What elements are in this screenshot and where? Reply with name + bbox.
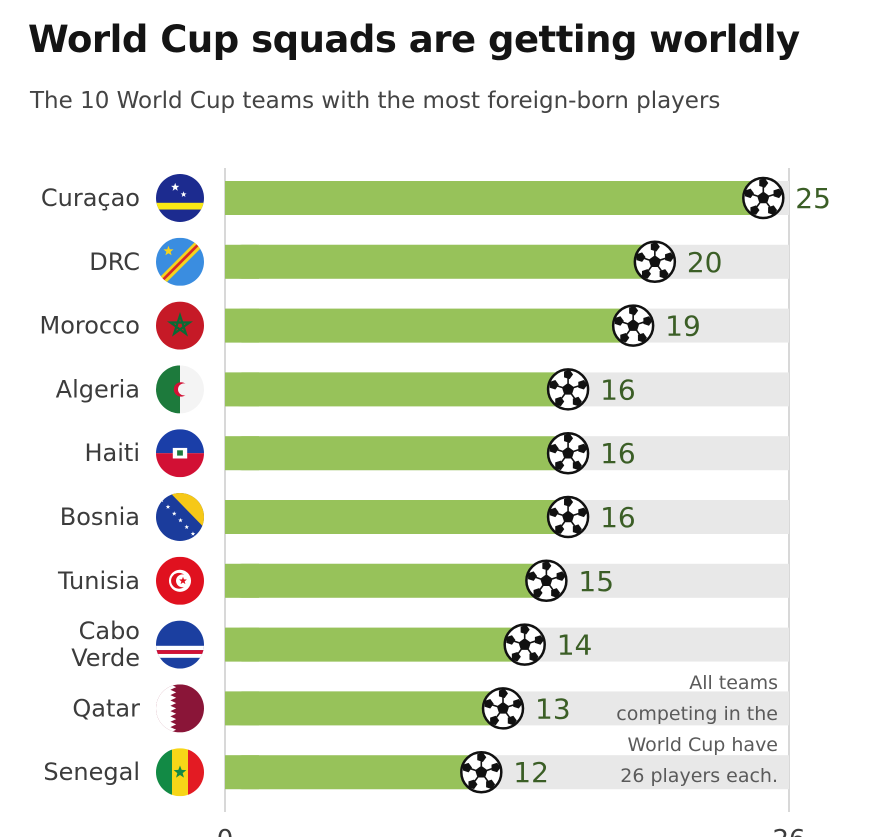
bar xyxy=(225,691,507,726)
bar xyxy=(225,308,638,343)
value-label: 15 xyxy=(578,565,614,598)
soccer-ball-icon xyxy=(546,431,590,475)
value-label: 12 xyxy=(513,756,549,789)
category-label: Morocco xyxy=(40,312,141,340)
algeria-flag-icon xyxy=(156,365,204,414)
category-label: Tunisia xyxy=(57,567,140,595)
bar xyxy=(225,755,486,790)
qatar-flag-icon xyxy=(156,684,204,733)
bar-row: Cabo Verde 14 xyxy=(71,617,789,672)
bosnia-flag-icon xyxy=(156,493,204,541)
soccer-ball-icon xyxy=(633,240,677,284)
x-tick-label: 26 xyxy=(772,825,805,837)
value-label: 16 xyxy=(600,437,636,470)
note-line: All teams xyxy=(689,672,778,694)
value-label: 20 xyxy=(687,246,723,279)
soccer-ball-icon xyxy=(525,559,568,603)
chart-note: All teams competing in the World Cup hav… xyxy=(590,668,778,792)
category-label: Bosnia xyxy=(60,503,140,531)
category-label: DRC xyxy=(89,248,140,276)
category-label: Qatar xyxy=(72,694,140,722)
value-label: 14 xyxy=(557,629,593,662)
bar xyxy=(225,244,659,279)
bar-row: Senegal 12 xyxy=(43,748,789,797)
soccer-ball-icon xyxy=(481,687,525,730)
x-tick-label: 0 xyxy=(217,825,234,837)
bar xyxy=(225,372,573,407)
chart-title: World Cup squads are getting worldly xyxy=(28,18,800,61)
bar xyxy=(225,181,768,215)
bar xyxy=(225,563,551,598)
bar-row: Qatar 13 xyxy=(72,684,789,733)
value-label: 16 xyxy=(600,373,636,406)
soccer-ball-icon xyxy=(742,176,785,220)
bar-row: Algeria 16 xyxy=(56,365,789,414)
category-label: Senegal xyxy=(43,758,140,786)
bar xyxy=(225,436,573,471)
value-label: 16 xyxy=(600,501,636,534)
soccer-ball-icon xyxy=(503,623,546,666)
note-line: competing in the xyxy=(616,703,778,725)
bar-row: Curaçao 25 xyxy=(41,174,831,222)
soccer-ball-icon xyxy=(546,495,590,539)
morocco-flag-icon xyxy=(156,301,204,350)
bar-row: Bosnia 16 xyxy=(60,493,789,541)
bar xyxy=(225,627,529,662)
note-line: 26 players each. xyxy=(620,765,778,787)
bar-row: Haiti 16 xyxy=(85,429,789,478)
drc-flag-icon xyxy=(156,237,204,286)
soccer-ball-icon xyxy=(546,368,590,411)
bar-row: Tunisia 15 xyxy=(57,556,789,605)
cabo-verde-flag-icon xyxy=(156,620,204,669)
category-label: Curaçao xyxy=(41,184,140,212)
soccer-ball-icon xyxy=(611,304,655,347)
category-label: Algeria xyxy=(56,375,140,403)
note-line: World Cup have xyxy=(627,734,778,756)
senegal-flag-icon xyxy=(156,748,204,797)
value-label: 25 xyxy=(795,182,831,215)
chart-subtitle: The 10 World Cup teams with the most for… xyxy=(30,88,721,114)
tunisia-flag-icon xyxy=(156,556,204,605)
bar-row: Morocco 19 xyxy=(40,301,789,350)
category-label: Haiti xyxy=(85,439,141,467)
value-label: 19 xyxy=(665,310,701,343)
bar xyxy=(225,500,573,534)
haiti-flag-icon xyxy=(156,429,204,478)
curacao-flag-icon xyxy=(156,174,204,222)
value-label: 13 xyxy=(535,692,571,725)
bar-row: DRC 20 xyxy=(89,237,789,286)
category-label: Cabo Verde xyxy=(71,617,140,672)
soccer-ball-icon xyxy=(460,750,503,794)
